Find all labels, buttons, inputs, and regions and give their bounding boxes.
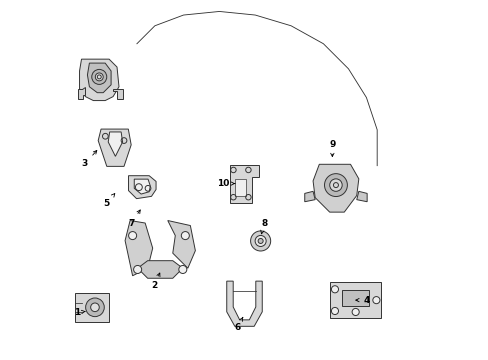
Text: 10: 10 [216, 179, 234, 188]
Circle shape [128, 231, 136, 240]
Polygon shape [125, 221, 152, 276]
Text: 5: 5 [103, 194, 115, 208]
Text: 2: 2 [151, 273, 160, 290]
Circle shape [331, 307, 338, 315]
Polygon shape [304, 191, 314, 202]
Text: 8: 8 [260, 219, 267, 234]
Circle shape [324, 174, 346, 197]
Circle shape [258, 238, 263, 243]
Text: 4: 4 [355, 296, 369, 305]
Polygon shape [98, 129, 131, 166]
Text: 9: 9 [328, 140, 335, 157]
Polygon shape [137, 261, 183, 278]
Polygon shape [108, 132, 122, 156]
Bar [235, 180, 246, 196]
Circle shape [95, 73, 103, 81]
Polygon shape [329, 282, 381, 318]
Circle shape [90, 303, 99, 312]
Circle shape [133, 265, 142, 274]
Polygon shape [312, 164, 358, 212]
Polygon shape [167, 221, 195, 268]
Circle shape [85, 298, 104, 317]
Polygon shape [128, 176, 156, 199]
Circle shape [255, 235, 265, 247]
Circle shape [329, 179, 342, 191]
Circle shape [179, 265, 186, 274]
Polygon shape [229, 165, 258, 203]
Circle shape [181, 231, 189, 240]
Polygon shape [78, 87, 85, 99]
Polygon shape [341, 290, 369, 306]
Circle shape [331, 286, 338, 293]
Circle shape [372, 297, 379, 304]
Polygon shape [134, 179, 150, 194]
Polygon shape [75, 293, 109, 321]
Polygon shape [113, 89, 122, 99]
Polygon shape [356, 191, 366, 202]
Circle shape [92, 69, 106, 84]
Text: 7: 7 [128, 210, 140, 228]
Circle shape [351, 309, 359, 315]
Polygon shape [87, 63, 111, 93]
Polygon shape [80, 59, 119, 100]
Text: 3: 3 [81, 150, 97, 168]
Text: 1: 1 [73, 308, 85, 317]
Polygon shape [226, 281, 262, 326]
Text: 6: 6 [234, 317, 243, 332]
Circle shape [250, 231, 270, 251]
